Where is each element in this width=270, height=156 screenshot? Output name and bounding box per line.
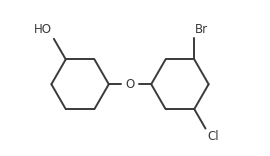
Text: Br: Br bbox=[195, 23, 208, 36]
Text: Cl: Cl bbox=[207, 130, 219, 143]
Text: HO: HO bbox=[33, 23, 51, 36]
Text: O: O bbox=[125, 78, 135, 91]
